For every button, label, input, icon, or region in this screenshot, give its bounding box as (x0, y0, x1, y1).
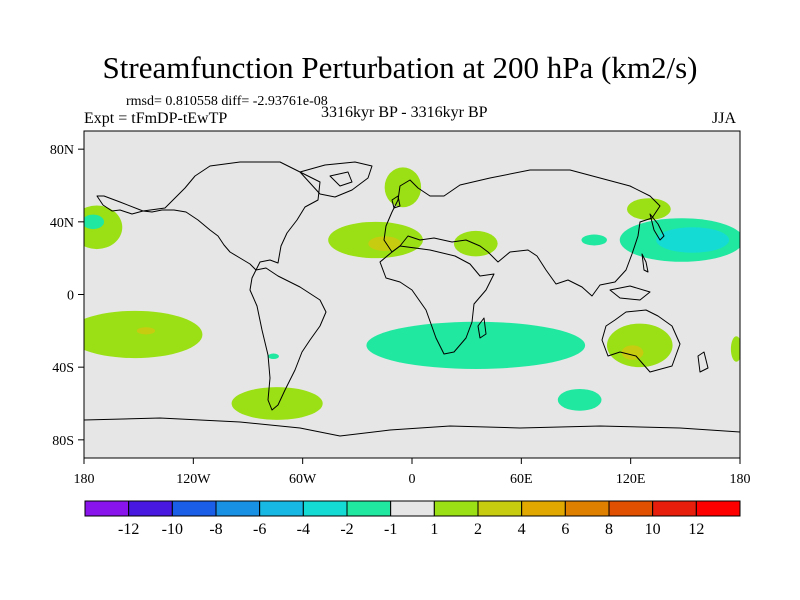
contour-region-1 (84, 214, 105, 230)
colorbar-box-12 (608, 500, 654, 517)
colorbar-box-10 (521, 500, 566, 517)
x-tick-label-6: 180 (730, 472, 751, 487)
contour-region-4 (231, 387, 323, 420)
contour-region-12 (581, 234, 607, 246)
contour-region-10 (366, 321, 586, 369)
colorbar-label-7: 1 (430, 521, 438, 538)
colorbar-label-9: 4 (518, 521, 526, 538)
colorbar-box-6 (346, 500, 392, 517)
y-tick-label-4: 80S (52, 434, 74, 449)
colorbar-label-6: -1 (384, 521, 397, 538)
y-tick-label-3: 40S (52, 361, 74, 376)
x-tick-label-5: 120E (616, 472, 646, 487)
x-tick-label-4: 60E (510, 472, 533, 487)
colorbar-box-2 (171, 500, 217, 517)
colorbar-label-4: -4 (297, 521, 310, 538)
colorbar-label-5: -2 (340, 521, 353, 538)
stats-label: rmsd= 0.810558 diff= -2.93761e-08 (126, 94, 328, 109)
colorbar-box-0 (84, 500, 130, 517)
contour-region-15 (656, 227, 730, 253)
colorbar-box-9 (477, 500, 523, 517)
contour-region-8 (384, 167, 422, 208)
colorbar-box-11 (564, 500, 610, 517)
period-label: 3316kyr BP - 3316kyr BP (321, 104, 488, 121)
colorbar-label-12: 10 (645, 521, 661, 538)
x-tick-label-3: 0 (409, 472, 416, 487)
colorbar-label-10: 6 (561, 521, 569, 538)
chart-title: Streamfunction Perturbation at 200 hPa (… (102, 50, 698, 85)
x-tick-label-1: 120W (176, 472, 211, 487)
colorbar-box-1 (128, 500, 173, 517)
contour-region-5 (268, 353, 279, 359)
x-tick-label-0: 180 (74, 472, 95, 487)
colorbar-box-14 (695, 500, 741, 517)
colorbar-label-8: 2 (474, 521, 482, 538)
colorbar-box-7 (390, 500, 435, 517)
colorbar-box-8 (433, 500, 479, 517)
colorbar-label-1: -10 (162, 521, 183, 538)
contour-region-7 (368, 236, 402, 251)
y-tick-label-1: 40N (50, 216, 74, 231)
contour-region-2 (84, 310, 203, 359)
colorbar-label-11: 8 (605, 521, 613, 538)
colorbar-label-2: -8 (209, 521, 222, 538)
colorbar-box-4 (259, 500, 304, 517)
colorbar-label-0: -12 (118, 521, 139, 538)
colorbar-box-13 (652, 500, 697, 517)
coastlines (84, 161, 740, 437)
contour-region-9 (453, 230, 498, 257)
y-tick-label-0: 80N (50, 143, 74, 158)
x-tick-label-2: 60W (289, 472, 317, 487)
colorbar-box-3 (215, 500, 261, 517)
colorbar-box-5 (302, 500, 348, 517)
contour-region-11 (557, 388, 602, 411)
contour-region-13 (627, 198, 671, 221)
contour-region-3 (136, 327, 156, 335)
contour-region-18 (730, 336, 740, 362)
colorbar-label-13: 12 (688, 521, 704, 538)
season-label: JJA (712, 110, 737, 127)
colorbar-label-3: -6 (253, 521, 266, 538)
contour-region-17 (621, 345, 644, 360)
experiment-label: Expt = tFmDP-tEwTP (84, 110, 228, 127)
y-tick-label-2: 0 (67, 289, 74, 304)
